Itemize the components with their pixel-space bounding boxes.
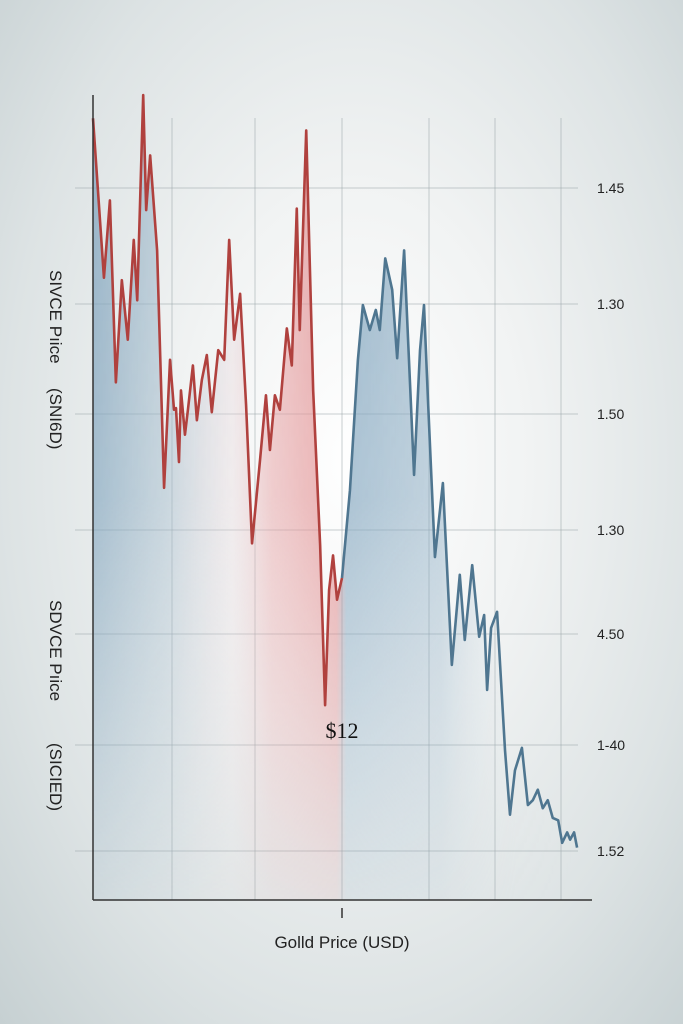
x-axis-label: Golld Price (USD): [274, 933, 409, 952]
right-tick-label: 1-40: [597, 737, 625, 753]
right-tick-label: 1.52: [597, 843, 624, 859]
right-tick-label: 1.50: [597, 406, 624, 422]
red-series-line: [91, 93, 344, 707]
blue-series-line: [340, 249, 579, 848]
area-fill: [93, 95, 578, 900]
right-tick-label: 1.30: [597, 296, 624, 312]
annotation-label: $12: [326, 718, 359, 743]
y-axis-label-upper-1: SIVCE Pıice: [46, 270, 65, 364]
right-tick-label: 1.45: [597, 180, 624, 196]
y-axis-label-upper-2: (SNI6D): [46, 388, 65, 449]
right-tick-label: 4.50: [597, 626, 624, 642]
y-axis-label-lower-1: SDVCE Pıice: [46, 600, 65, 701]
right-tick-label: 1.30: [597, 522, 624, 538]
y-axis-label-lower-2: (SICIED): [46, 743, 65, 811]
